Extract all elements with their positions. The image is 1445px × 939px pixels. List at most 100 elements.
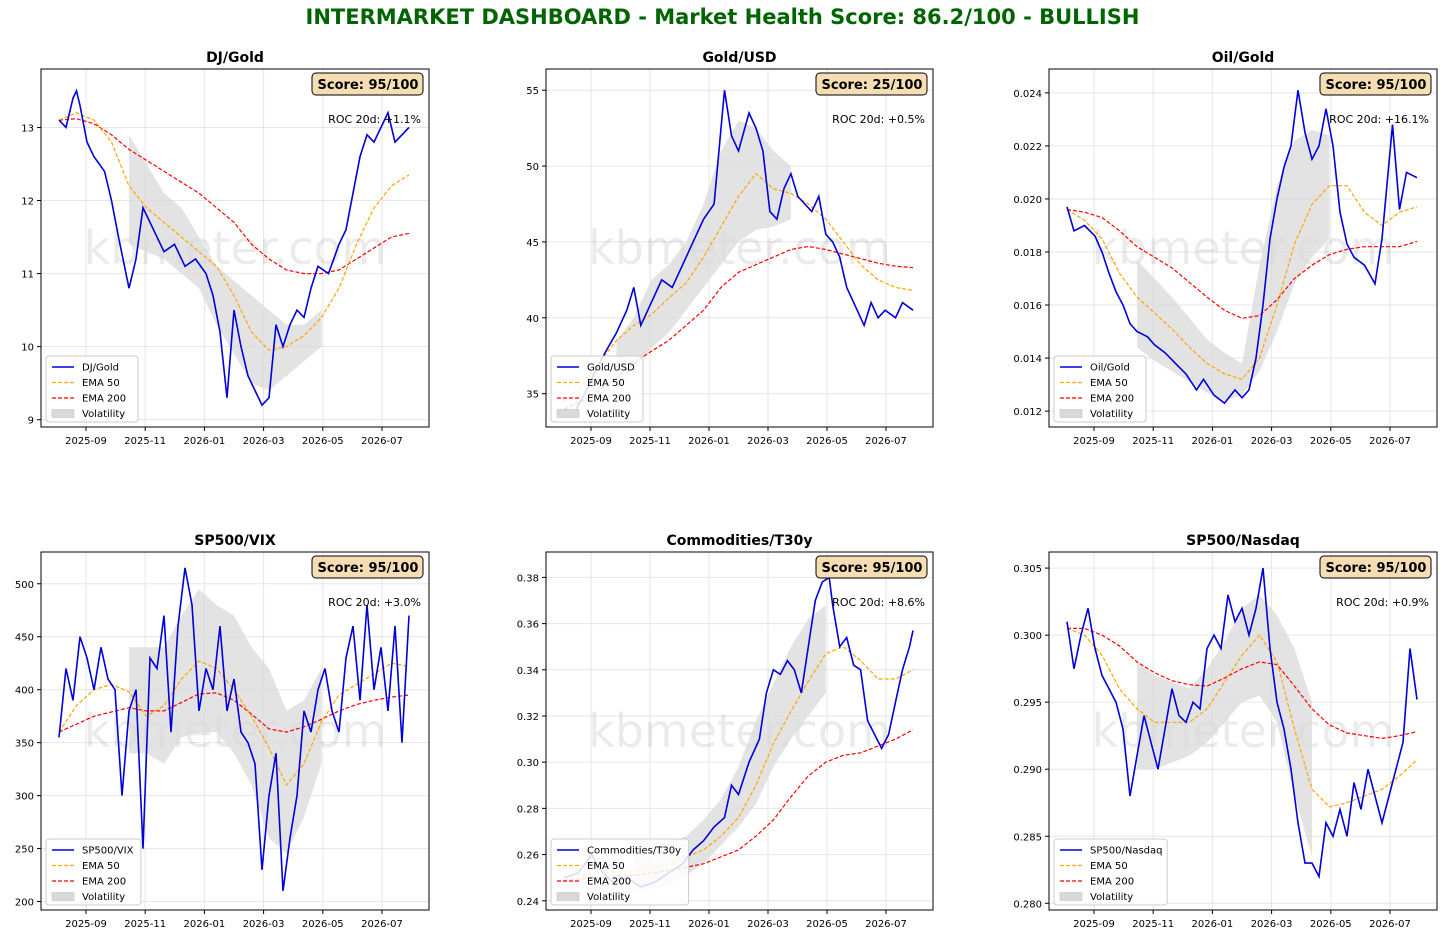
legend: Gold/USD EMA 50 EMA 200 Volatility bbox=[550, 355, 644, 423]
chart-title: DJ/Gold bbox=[206, 50, 264, 66]
legend-box bbox=[45, 838, 142, 906]
x-tick-label: 2025-11 bbox=[1132, 436, 1174, 447]
x-tick-label: 2026-03 bbox=[243, 919, 285, 930]
y-tick-label: 0.34 bbox=[517, 666, 539, 677]
x-tick-label: 2025-09 bbox=[65, 436, 107, 447]
y-tick-label: 0.305 bbox=[1013, 564, 1042, 575]
legend-label: Volatility bbox=[587, 409, 630, 420]
legend-label: EMA 50 bbox=[1090, 378, 1128, 389]
volatility-band bbox=[1137, 594, 1312, 857]
legend-label: EMA 200 bbox=[587, 877, 631, 888]
plot-frame bbox=[40, 551, 430, 911]
legend-label: SP500/VIX bbox=[82, 846, 134, 857]
plot-frame bbox=[545, 551, 934, 911]
x-tick-label: 2026-05 bbox=[302, 436, 344, 447]
price-line bbox=[58, 567, 410, 892]
plot-frame bbox=[40, 68, 430, 428]
y-tick-label: 0.018 bbox=[1013, 248, 1042, 259]
x-tick-label: 2025-09 bbox=[65, 919, 107, 930]
y-tick-label: 55 bbox=[526, 86, 539, 97]
legend-label: Volatility bbox=[587, 892, 630, 903]
plot-frame bbox=[1048, 68, 1438, 428]
y-tick-label: 0.290 bbox=[1013, 765, 1042, 776]
x-tick-label: 2026-05 bbox=[1310, 436, 1352, 447]
x-tick-label: 2026-05 bbox=[806, 919, 848, 930]
chart-title: Oil/Gold bbox=[1212, 50, 1275, 66]
y-tick-label: 250 bbox=[15, 845, 34, 856]
x-tick-label: 2025-09 bbox=[570, 436, 612, 447]
volatility-band bbox=[1137, 130, 1330, 401]
ema200-line bbox=[1066, 208, 1418, 319]
score-text: Score: 95/100 bbox=[318, 561, 419, 576]
score-text: Score: 95/100 bbox=[1326, 78, 1427, 93]
y-tick-label: 500 bbox=[15, 580, 34, 591]
y-tick-label: 350 bbox=[15, 739, 34, 750]
ema50-line bbox=[58, 660, 410, 787]
score-box bbox=[815, 555, 928, 579]
y-tick-label: 0.016 bbox=[1013, 301, 1042, 312]
y-tick-label: 0.020 bbox=[1013, 195, 1042, 206]
chart-title: Gold/USD bbox=[702, 50, 776, 66]
legend-box bbox=[45, 355, 139, 423]
legend-label: EMA 200 bbox=[1090, 877, 1134, 888]
y-tick-label: 12 bbox=[21, 197, 34, 208]
legend-label: EMA 50 bbox=[1090, 861, 1128, 872]
x-tick-label: 2025-09 bbox=[1073, 436, 1115, 447]
roc-text: ROC 20d: +0.9% bbox=[1336, 596, 1429, 609]
roc-text: ROC 20d: +8.6% bbox=[832, 596, 925, 609]
y-tick-label: 0.012 bbox=[1013, 407, 1042, 418]
x-tick-label: 2026-03 bbox=[243, 436, 285, 447]
score-badge: Score: 95/100 bbox=[311, 555, 424, 579]
score-box bbox=[1319, 72, 1432, 96]
legend-label: Commodities/T30y bbox=[587, 846, 681, 857]
x-tick-label: 2026-05 bbox=[806, 436, 848, 447]
y-tick-label: 0.285 bbox=[1013, 832, 1042, 843]
y-tick-label: 10 bbox=[21, 343, 34, 354]
watermark-text: kbmeter.com bbox=[588, 704, 891, 758]
legend-swatch-volatility bbox=[1059, 409, 1083, 418]
plot-frame bbox=[1048, 551, 1438, 911]
x-tick-label: 2026-07 bbox=[865, 919, 907, 930]
x-tick-label: 2026-07 bbox=[361, 919, 403, 930]
price-line bbox=[1066, 567, 1418, 880]
x-tick-label: 2025-09 bbox=[570, 919, 612, 930]
legend-label: EMA 200 bbox=[1090, 394, 1134, 405]
price-line bbox=[1066, 90, 1418, 405]
score-text: Score: 25/100 bbox=[822, 78, 923, 93]
y-tick-label: 0.32 bbox=[517, 712, 539, 723]
x-tick-label: 2026-07 bbox=[361, 436, 403, 447]
y-tick-label: 0.30 bbox=[517, 758, 539, 769]
legend-label: Volatility bbox=[1090, 409, 1133, 420]
y-tick-label: 45 bbox=[526, 238, 539, 249]
legend-box bbox=[1053, 838, 1168, 906]
ema200-line bbox=[1067, 627, 1418, 740]
y-tick-label: 9 bbox=[28, 416, 34, 427]
x-tick-label: 2026-01 bbox=[184, 436, 226, 447]
score-badge: Score: 25/100 bbox=[815, 72, 928, 96]
y-tick-label: 0.28 bbox=[517, 804, 539, 815]
x-tick-label: 2026-01 bbox=[688, 919, 730, 930]
chart-panel: Commodities/T30y 2025-09 2025-11 2026-01 202… bbox=[517, 533, 934, 930]
legend-swatch-volatility bbox=[556, 409, 580, 418]
x-tick-label: 2025-09 bbox=[1073, 919, 1115, 930]
volatility-band bbox=[616, 120, 791, 394]
roc-text: ROC 20d: +16.1% bbox=[1329, 113, 1429, 126]
y-tick-label: 0.295 bbox=[1013, 698, 1042, 709]
x-tick-label: 2025-11 bbox=[1132, 919, 1174, 930]
legend-label: Volatility bbox=[1090, 892, 1133, 903]
x-tick-label: 2025-11 bbox=[124, 436, 166, 447]
y-tick-label: 0.26 bbox=[517, 851, 539, 862]
x-tick-label: 2026-03 bbox=[1251, 919, 1293, 930]
y-tick-label: 0.280 bbox=[1013, 899, 1042, 910]
legend-label: Volatility bbox=[82, 409, 125, 420]
score-badge: Score: 95/100 bbox=[815, 555, 928, 579]
volatility-band bbox=[129, 589, 322, 854]
x-tick-label: 2026-07 bbox=[865, 436, 907, 447]
dashboard-title: INTERMARKET DASHBOARD - Market Health Sc… bbox=[305, 5, 1140, 29]
legend: SP500/Nasdaq EMA 50 EMA 200 Volatility bbox=[1053, 838, 1168, 906]
x-tick-label: 2026-03 bbox=[747, 919, 789, 930]
legend-label: Volatility bbox=[82, 892, 125, 903]
y-tick-label: 450 bbox=[15, 633, 34, 644]
ema50-line bbox=[563, 172, 914, 402]
y-tick-label: 0.24 bbox=[517, 897, 539, 908]
